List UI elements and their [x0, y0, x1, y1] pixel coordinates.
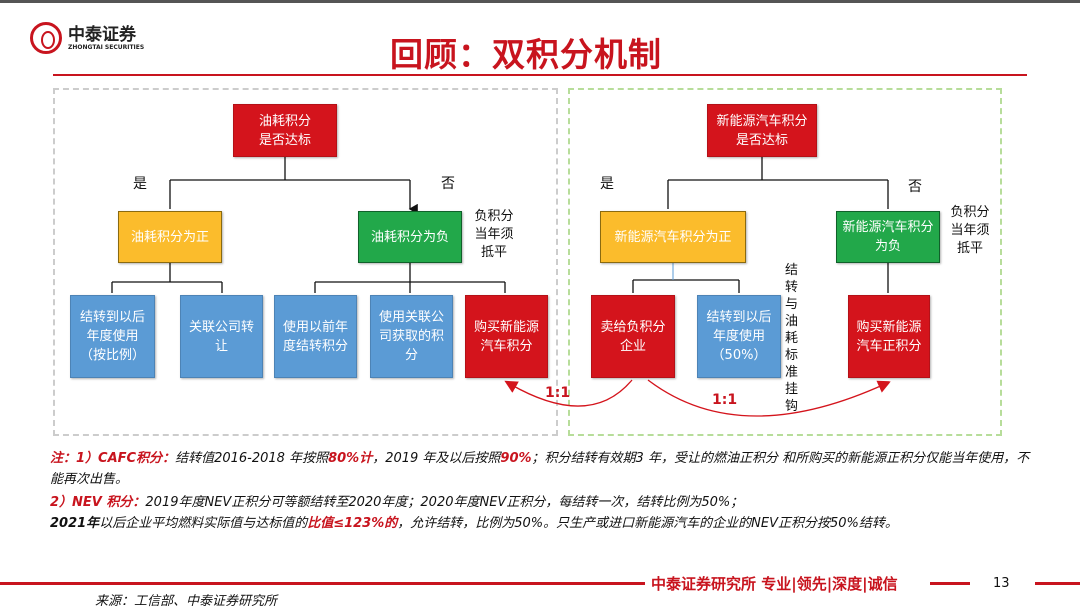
logo-cn: 中泰证券: [68, 24, 136, 45]
use-affiliate-box: 使用关联公司获取的积分: [370, 295, 453, 378]
note-text: 以后企业平均燃料实际值与达标值的: [99, 516, 308, 531]
source-note: 来源：工信部、中泰证券研究所: [95, 594, 278, 609]
right-sub-connector: [632, 263, 889, 293]
note-highlight: 80%计: [328, 451, 373, 466]
note-text: 2019年度NEV正积分可等额结转至2020年度；2020年度NEV正积分，每结…: [145, 495, 744, 510]
buy-nev-credit-box: 购买新能源汽车积分: [465, 295, 548, 378]
cafc-positive-box: 油耗积分为正: [118, 211, 222, 263]
buy-nev-positive-box: 购买新能源汽车正积分: [848, 295, 930, 378]
carry-forward-box: 结转到以后年度使用（按比例）: [70, 295, 155, 378]
sell-to-nev-buy-arrow: [647, 379, 891, 417]
ratio-label: 1:1: [712, 392, 738, 408]
note-3: 2021年以后企业平均燃料实际值与达标值的比值≤123%的，允许结转，比例为50…: [50, 513, 1035, 534]
note-1: 注：1）CAFC积分：结转值2016-2018 年按照80%计，2019 年及以…: [50, 448, 1035, 490]
nev-panel: [568, 88, 1002, 436]
left-root-connector: [169, 157, 410, 209]
page-title: 回顾：双积分机制: [390, 35, 662, 74]
logo-en: ZHONGTAI SECURITIES: [68, 43, 145, 51]
nev-negative-box: 新能源汽车积分为负: [836, 211, 940, 263]
left-neg-connector: [314, 263, 506, 293]
note-1-prefix: 注：1）CAFC积分：: [50, 451, 176, 466]
note-text: ；积分结转有效期3 年，受让的燃油正积分 和所购买的新能源正积分仅能当年使用，不…: [50, 451, 1030, 487]
note-text: 结转值2016-2018 年按照: [175, 451, 329, 466]
note-2: 2）NEV 积分：2019年度NEV正积分可等额结转至2020年度；2020年度…: [50, 492, 1035, 513]
note-2-prefix: 2）NEV 积分：: [50, 495, 146, 510]
link-note: 结转与油耗标准挂钩: [785, 263, 799, 414]
footer-rule: [930, 582, 970, 585]
cafc-panel: [53, 88, 558, 436]
sell-to-buy-arrow: [504, 379, 633, 407]
page-number: 13: [993, 576, 1010, 591]
nev-root-box: 新能源汽车积分 是否达标: [707, 104, 817, 157]
right-no-label: 否: [908, 179, 922, 195]
note-highlight: 90%: [500, 451, 532, 466]
nev-positive-box: 新能源汽车积分为正: [600, 211, 746, 263]
right-root-connector: [667, 157, 889, 209]
right-neg-note: 负积分 当年须 抵平: [950, 205, 990, 256]
affiliate-transfer-box: 关联公司转让: [180, 295, 263, 378]
logo: 中泰证券 ZHONGTAI SECURITIES: [30, 22, 144, 54]
ratio-label: 1:1: [545, 385, 571, 401]
note-bold: 2021年: [50, 516, 100, 531]
cafc-root-box: 油耗积分 是否达标: [233, 104, 337, 157]
right-yes-label: 是: [600, 176, 614, 192]
top-bar: [0, 0, 1080, 3]
notes: 注：1）CAFC积分：结转值2016-2018 年按照80%计，2019 年及以…: [50, 448, 1035, 534]
footer-rule: [0, 582, 645, 585]
use-carried-box: 使用以前年度结转积分: [274, 295, 357, 378]
left-yes-label: 是: [133, 176, 147, 192]
footer-slogan: 中泰证券研究所 专业|领先|深度|诚信: [651, 575, 898, 593]
cafc-negative-box: 油耗积分为负: [358, 211, 462, 263]
left-neg-note: 负积分 当年须 抵平: [474, 209, 514, 260]
note-highlight: 比值≤123%的: [307, 516, 398, 531]
note-text: ，允许结转，比例为50%。只生产或进口新能源汽车的企业的NEV正积分按50%结转…: [397, 516, 898, 531]
logo-mark-icon: [30, 22, 62, 54]
note-text: ，2019 年及以后按照: [372, 451, 501, 466]
left-pos-connector: [111, 263, 223, 293]
footer-rule: [1035, 582, 1080, 585]
title-rule: [53, 74, 1027, 76]
sell-credit-box: 卖给负积分企业: [591, 295, 675, 378]
nev-carry-forward-box: 结转到以后年度使用（50%）: [697, 295, 781, 378]
left-no-label: 否: [441, 176, 455, 192]
